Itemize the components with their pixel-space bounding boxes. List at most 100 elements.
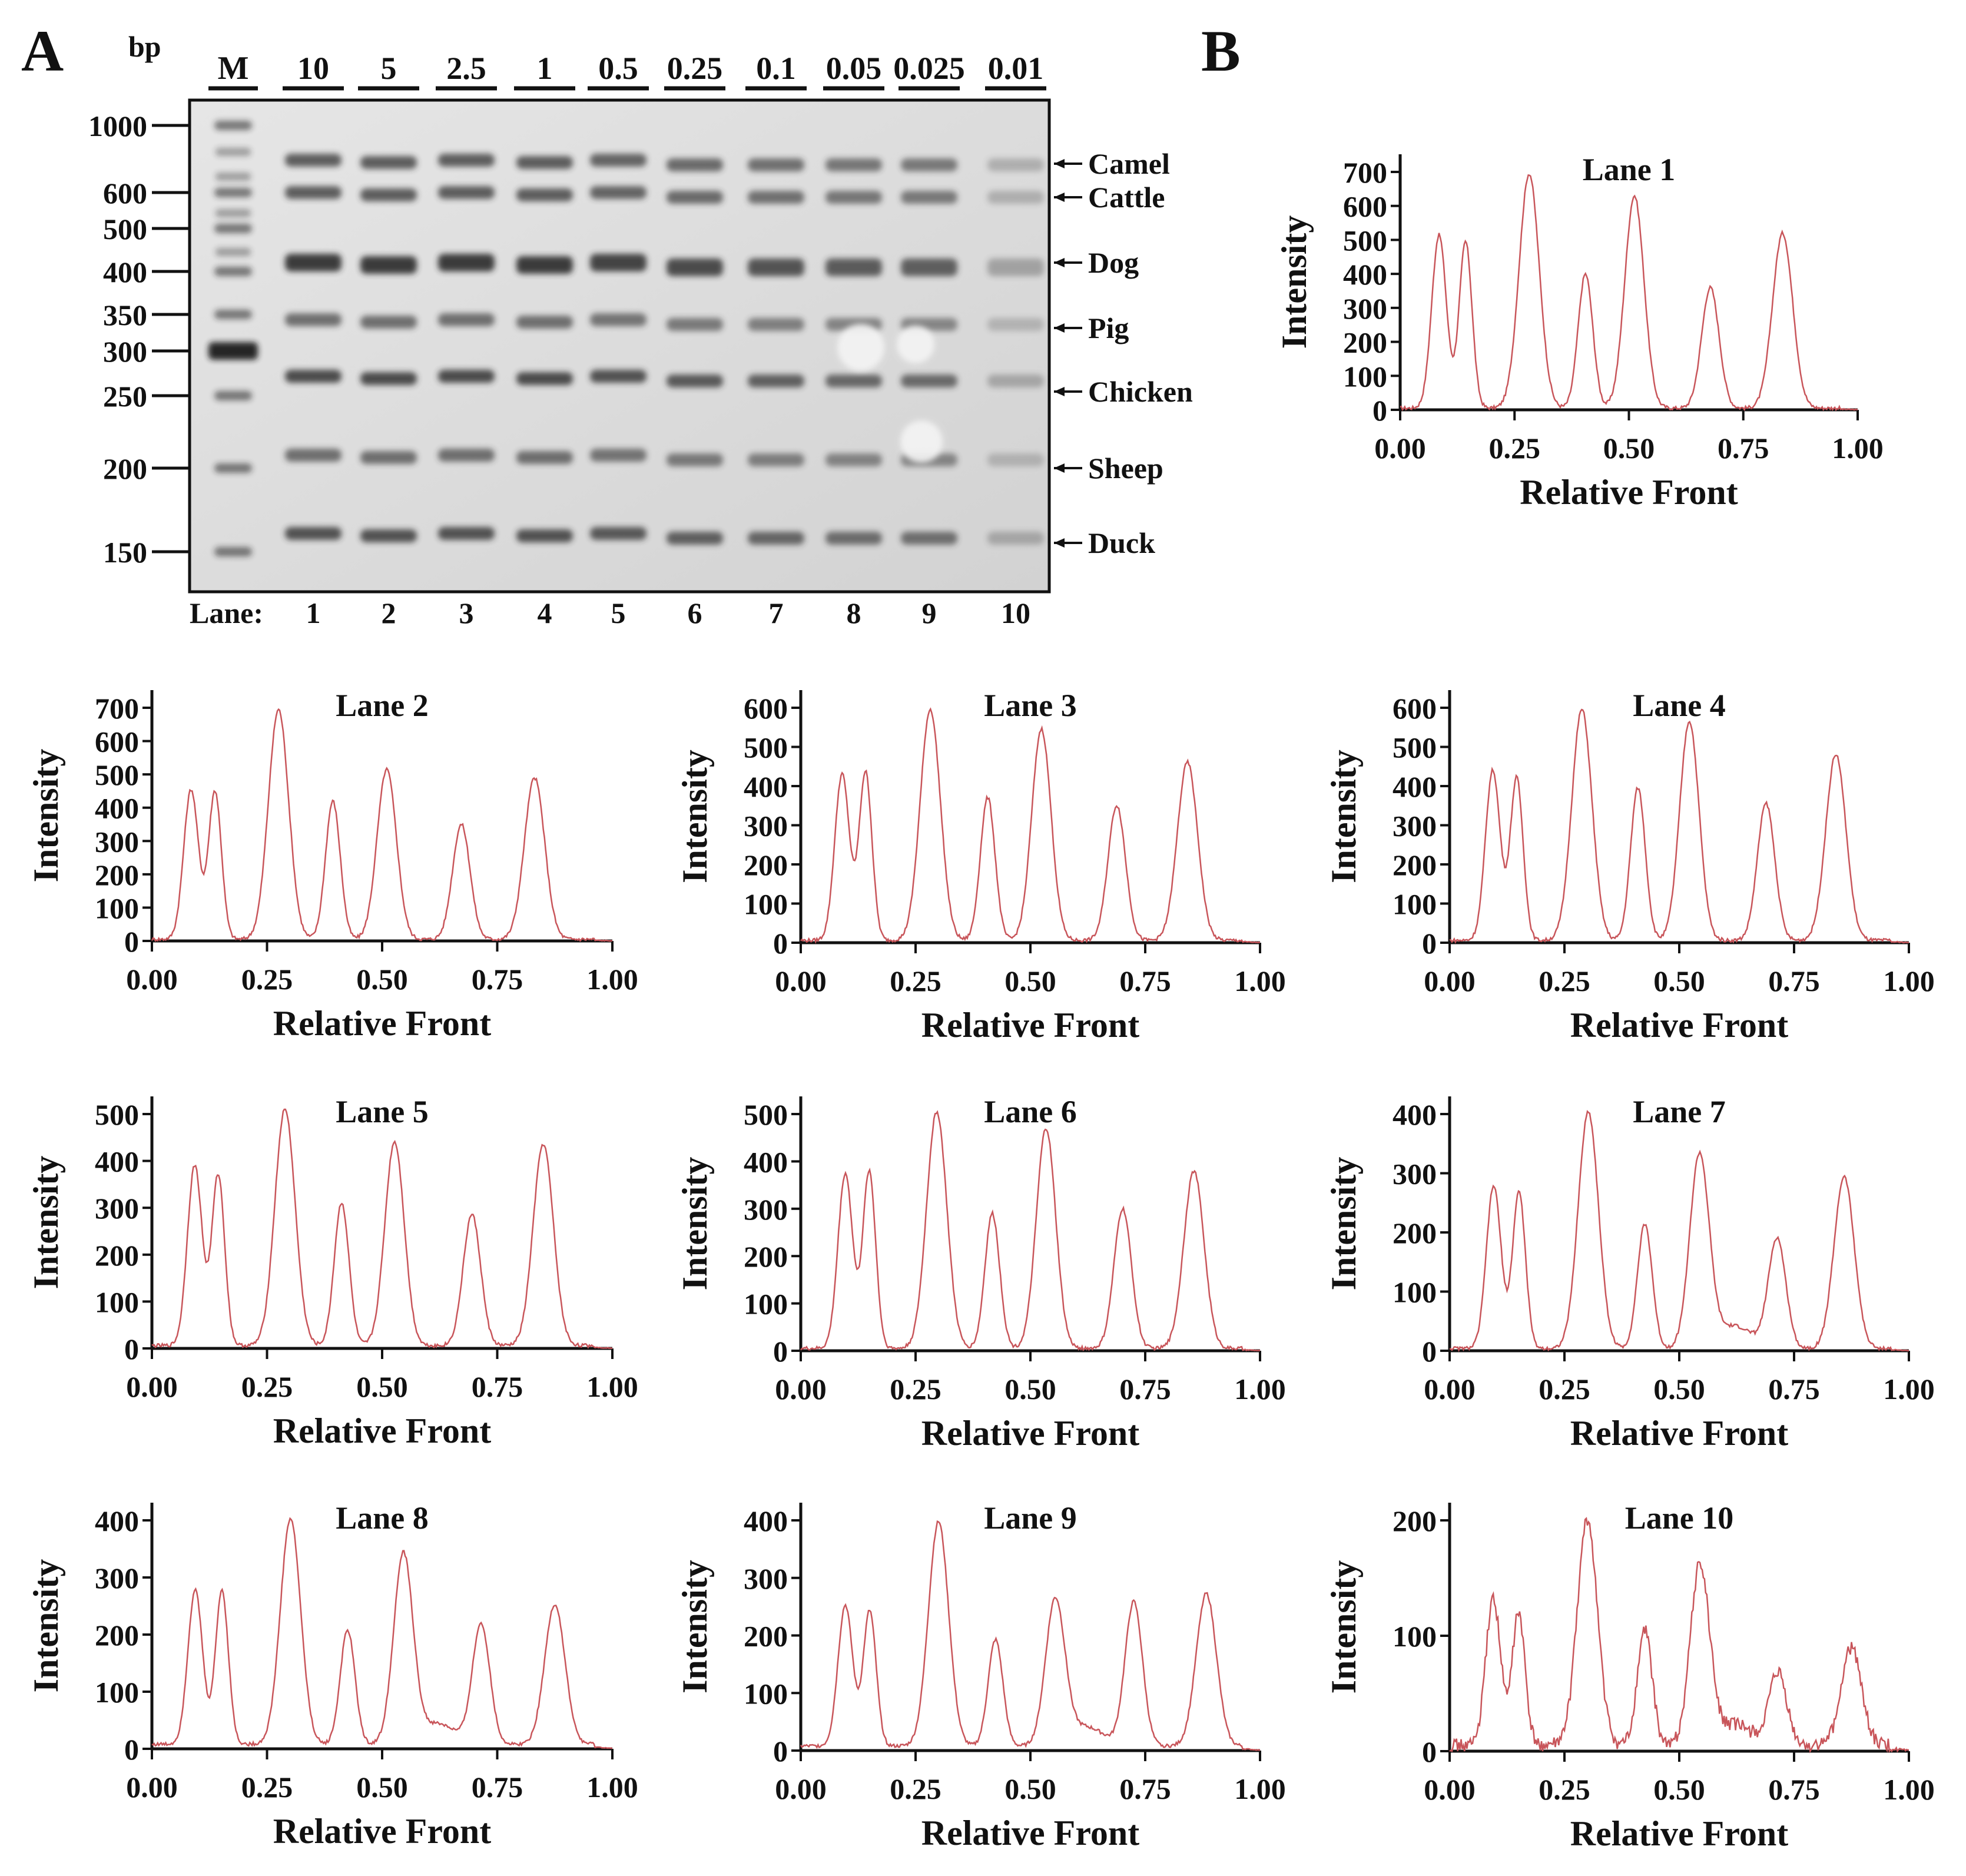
y-tick-label: 0 [1422,1735,1437,1768]
species-arrow-head [1054,463,1065,473]
x-tick-label: 0.00 [126,1370,178,1403]
y-axis-label: Intensity [675,1560,714,1693]
y-tick-label: 0 [773,1335,788,1368]
ladder-size-label: 600 [103,177,147,210]
marker-band [216,209,251,217]
x-tick-label: 1.00 [1234,1772,1286,1805]
gel-band [516,256,573,274]
marker-band [214,547,252,556]
x-tick-label: 0.75 [472,1771,523,1804]
lane-concentration-label: 0.05 [826,51,882,86]
x-tick-label: 0.75 [1119,1373,1171,1406]
panel-a-label: A [21,18,64,84]
y-axis-label: Intensity [26,749,65,883]
chart-title: Lane 7 [1633,1094,1726,1129]
x-tick-label: 0.25 [241,1771,293,1804]
lane-number-label: 5 [611,596,626,629]
x-tick-label: 1.00 [1883,1773,1935,1806]
gel-band [748,453,804,466]
chart-title: Lane 2 [336,688,429,723]
marker-band [216,148,251,156]
gel-band [987,532,1044,545]
y-tick-label: 0 [1422,1335,1437,1368]
gel-band [987,374,1044,387]
y-tick-label: 0 [124,1333,139,1365]
gel-band [987,191,1044,204]
gel-band [825,258,882,276]
y-tick-label: 100 [95,891,139,924]
lane-prefix-label: Lane: [190,596,263,629]
gel-band [438,370,495,383]
y-axis-label: Intensity [26,1559,65,1693]
y-tick-label: 500 [744,731,788,764]
y-tick-label: 200 [744,1620,788,1653]
x-tick-label: 1.00 [1234,964,1286,997]
y-tick-label: 100 [1393,888,1437,921]
x-axis-label: Relative Front [921,1006,1139,1045]
lane-number-label: 7 [769,596,784,629]
x-tick-label: 0.25 [890,1772,941,1805]
y-tick-label: 100 [1343,360,1387,393]
chart-title: Lane 8 [336,1500,429,1536]
y-tick-label: 300 [744,810,788,843]
gel-band [516,451,573,464]
chart-lane-panel: Lane 8 0 100 200 300 400 0.00 0.25 0.50 0.75 1.00 R… [26,1500,638,1851]
y-axis-label: Intensity [675,750,714,883]
y-tick-label: 200 [1343,326,1387,359]
species-label: Chicken [1088,375,1193,408]
x-axis-label: Relative Front [273,1411,491,1450]
chart-title: Lane 9 [984,1500,1077,1536]
y-axis-label: Intensity [1324,1560,1363,1694]
gel-band [987,453,1044,466]
x-tick-label: 1.00 [1883,964,1935,997]
x-axis-label: Relative Front [1570,1814,1788,1853]
y-tick-label: 300 [95,825,139,858]
lane-number-label: 6 [688,596,702,629]
lane-number-label: 4 [538,596,552,629]
y-axis-label: Intensity [26,1156,65,1290]
y-tick-label: 0 [1422,927,1437,960]
lane-concentration-label: 2.5 [446,51,486,86]
x-tick-label: 0.75 [1768,1773,1820,1806]
intensity-trace [151,708,613,942]
chart-title: Lane 6 [984,1094,1077,1129]
gel-band [516,188,573,201]
intensity-trace [800,1520,1261,1751]
gel-band [516,529,573,542]
y-tick-label: 200 [744,1240,788,1273]
x-tick-label: 0.25 [241,963,293,996]
lane-concentration-label: 0.025 [893,51,965,86]
gel-band [987,158,1044,171]
species-arrow-head [1054,538,1065,548]
y-tick-label: 400 [95,792,139,825]
gel-band [438,527,495,540]
y-tick-label: 0 [1372,394,1387,427]
gel-band [590,186,647,199]
chart-lane-panel: Lane 7 0 100 200 300 400 0.00 0.25 0.50 0.75 1.00 R… [1324,1094,1935,1453]
gel-artifact [897,326,934,363]
lane-concentration-label: 5 [381,51,397,86]
y-tick-label: 300 [95,1562,139,1595]
gel-band [901,374,957,387]
gel-band [360,256,417,274]
intensity-trace [800,707,1261,944]
x-tick-label: 0.00 [775,1772,827,1805]
lane-number-label: 2 [382,596,396,629]
ladder-size-label: 350 [103,299,147,332]
x-tick-label: 0.50 [1004,1772,1056,1805]
chart-lane-panel: Lane 3 0 100 200 300 400 500 600 0.00 0.25 0.50 0.7… [675,688,1286,1045]
x-tick-label: 0.50 [1653,964,1705,997]
x-tick-label: 0.50 [1004,1373,1056,1406]
bp-unit-label: bp [128,30,161,63]
species-arrow-head [1054,193,1065,202]
species-arrow-head [1054,258,1065,267]
x-tick-label: 0.00 [1374,432,1426,465]
gel-band [590,527,647,540]
y-tick-label: 500 [95,758,139,791]
intensity-trace [151,1108,613,1350]
gel-band [748,158,804,171]
gel-band [590,154,647,167]
x-tick-label: 0.25 [1539,1773,1590,1806]
